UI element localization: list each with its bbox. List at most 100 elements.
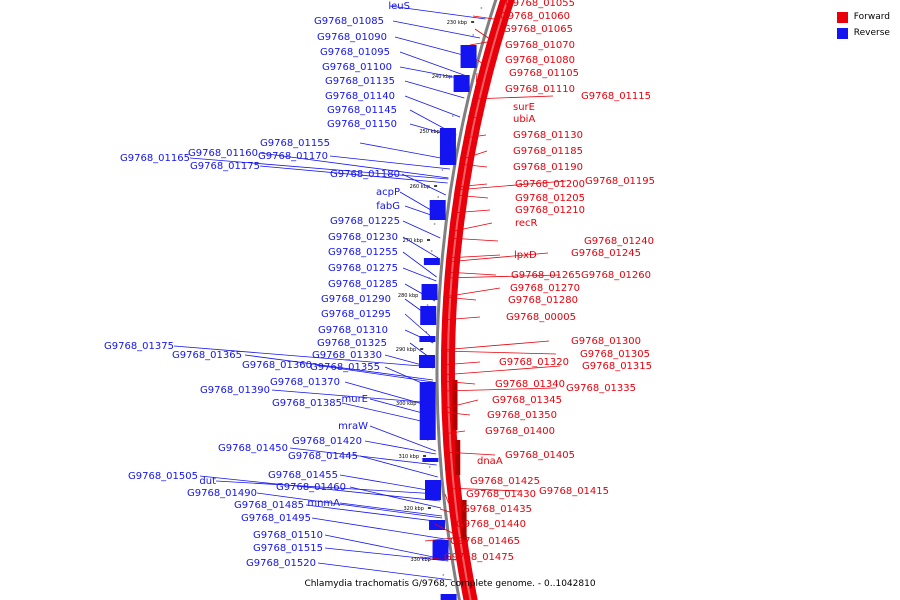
reverse-gene-label: G9768_01495 <box>241 513 311 524</box>
reverse-leader-line <box>409 123 457 138</box>
forward-gene-label: G9768_01065 <box>503 24 573 35</box>
forward-gene-label: G9768_01245 <box>571 248 641 259</box>
forward-leader-line <box>448 222 493 233</box>
forward-leader-line <box>444 493 449 504</box>
forward-leader-line <box>441 380 476 385</box>
reverse-leader-line <box>364 440 437 455</box>
reverse-gene-label: G9768_01145 <box>327 105 397 116</box>
forward-leader-line <box>477 59 482 64</box>
forward-gene-label: G9768_01210 <box>515 205 585 216</box>
forward-gene-label: G9768_01060 <box>500 11 570 22</box>
reverse-leader-line <box>404 313 434 340</box>
reverse-leader-line <box>404 329 434 344</box>
reverse-gene-label: G9768_01515 <box>253 543 323 554</box>
forward-leader-line <box>458 163 488 168</box>
forward-gene-label: G9768_01435 <box>462 504 532 515</box>
reverse-leader-line <box>215 480 440 495</box>
reverse-leader-line <box>349 486 442 509</box>
reverse-gene-label: G9768_01290 <box>321 294 391 305</box>
forward-gene-label: G9768_01340 <box>495 379 565 390</box>
forward-leader-line <box>441 411 471 416</box>
reverse-leader-line <box>402 220 441 239</box>
forward-gene-label: G9768_01105 <box>509 68 579 79</box>
forward-gene-label: G9768_01405 <box>505 450 575 461</box>
forward-gene-label: G9768_01185 <box>513 146 583 157</box>
reverse-leader-line <box>369 398 434 417</box>
forward-gene-label: G9768_01305 <box>580 349 650 360</box>
reverse-swatch <box>836 27 848 39</box>
forward-leader-line <box>446 480 451 485</box>
reverse-leader-line <box>317 562 452 581</box>
reverse-leader-line <box>289 447 437 466</box>
reverse-leader-line <box>409 109 457 136</box>
forward-leader-line <box>440 365 561 376</box>
reverse-gene-label: dut <box>199 476 216 487</box>
reverse-gene-label: G9768_01090 <box>317 32 387 43</box>
scale-label: 240 kbp <box>432 74 452 80</box>
scale-label: 300 kbp <box>396 401 416 407</box>
reverse-leader-line <box>359 142 452 161</box>
forward-leader-line <box>469 41 488 46</box>
forward-leader-line <box>472 95 554 100</box>
forward-leader-line <box>445 271 497 276</box>
forward-gene-label: G9768_01300 <box>571 336 641 347</box>
scale-label: 280 kbp <box>398 293 418 299</box>
reverse-leader-line <box>404 283 436 302</box>
reverse-gene-label: G9768_01160 <box>188 148 258 159</box>
forward-leader-line <box>444 460 451 471</box>
reverse-leader-line <box>259 165 448 184</box>
reverse-leader-line <box>324 547 449 562</box>
reverse-leader-line <box>369 425 436 452</box>
forward-leader-line <box>475 85 477 90</box>
reverse-leader-line <box>404 205 443 220</box>
forward-leader-line <box>424 537 453 542</box>
forward-gene-label: G9768_01070 <box>505 40 575 51</box>
reverse-leader-line <box>344 381 434 408</box>
reverse-gene-label: G9768_01225 <box>330 216 400 227</box>
legend-reverse-label: Reverse <box>853 28 890 38</box>
forward-gene-label: G9768_01315 <box>582 361 652 372</box>
reverse-gene-feature <box>429 200 446 220</box>
reverse-gene-label: G9768_01490 <box>187 488 257 499</box>
reverse-leader-line <box>244 354 434 381</box>
reverse-gene-label: G9768_01295 <box>321 309 391 320</box>
forward-gene-label: G9768_01265 <box>511 270 581 281</box>
forward-leader-line <box>459 150 488 161</box>
forward-leader-line <box>455 183 488 188</box>
label-leaders <box>173 1 567 581</box>
reverse-gene-label: G9768_01420 <box>292 436 362 447</box>
reverse-gene-label: G9768_01135 <box>325 76 395 87</box>
reverse-leader-line <box>311 517 446 540</box>
forward-gene-label: G9768_01260 <box>581 270 651 281</box>
forward-gene-label: lpxD <box>514 250 537 261</box>
forward-leader-line <box>442 430 466 435</box>
reverse-gene-label: G9768_01460 <box>276 482 346 493</box>
forward-leader-line <box>440 361 481 366</box>
reverse-gene-label: G9768_01170 <box>258 151 328 162</box>
forward-leader-line <box>441 399 479 410</box>
forward-leader-line <box>446 487 521 492</box>
reverse-gene-label: G9768_01285 <box>328 279 398 290</box>
forward-gene-label: G9768_01475 <box>444 552 514 563</box>
reverse-gene-label: G9768_01455 <box>268 470 338 481</box>
backbone-ring <box>435 0 498 600</box>
forward-gene-label: G9768_01465 <box>450 536 520 547</box>
reverse-leader-line <box>271 389 434 404</box>
reverse-gene-label: G9768_01150 <box>327 119 397 130</box>
forward-leader-line <box>441 350 557 355</box>
reverse-gene-label: fabG <box>376 201 400 212</box>
forward-gene-label: G9768_01190 <box>513 162 583 173</box>
reverse-leader-line <box>409 342 434 361</box>
reverse-gene-label: G9768_01175 <box>190 161 260 172</box>
scale-label: 260 kbp <box>410 184 430 190</box>
scale-label: 320 kbp <box>404 506 424 512</box>
reverse-leader-line <box>305 504 443 523</box>
reverse-gene-label: acpP <box>376 187 400 198</box>
legend-forward: Forward <box>836 9 890 25</box>
forward-leader-line <box>445 252 549 263</box>
forward-leader-line <box>443 287 501 298</box>
reverse-leader-line <box>339 502 442 517</box>
forward-leader-line <box>472 15 495 20</box>
forward-gene-label: G9768_01115 <box>581 91 651 102</box>
